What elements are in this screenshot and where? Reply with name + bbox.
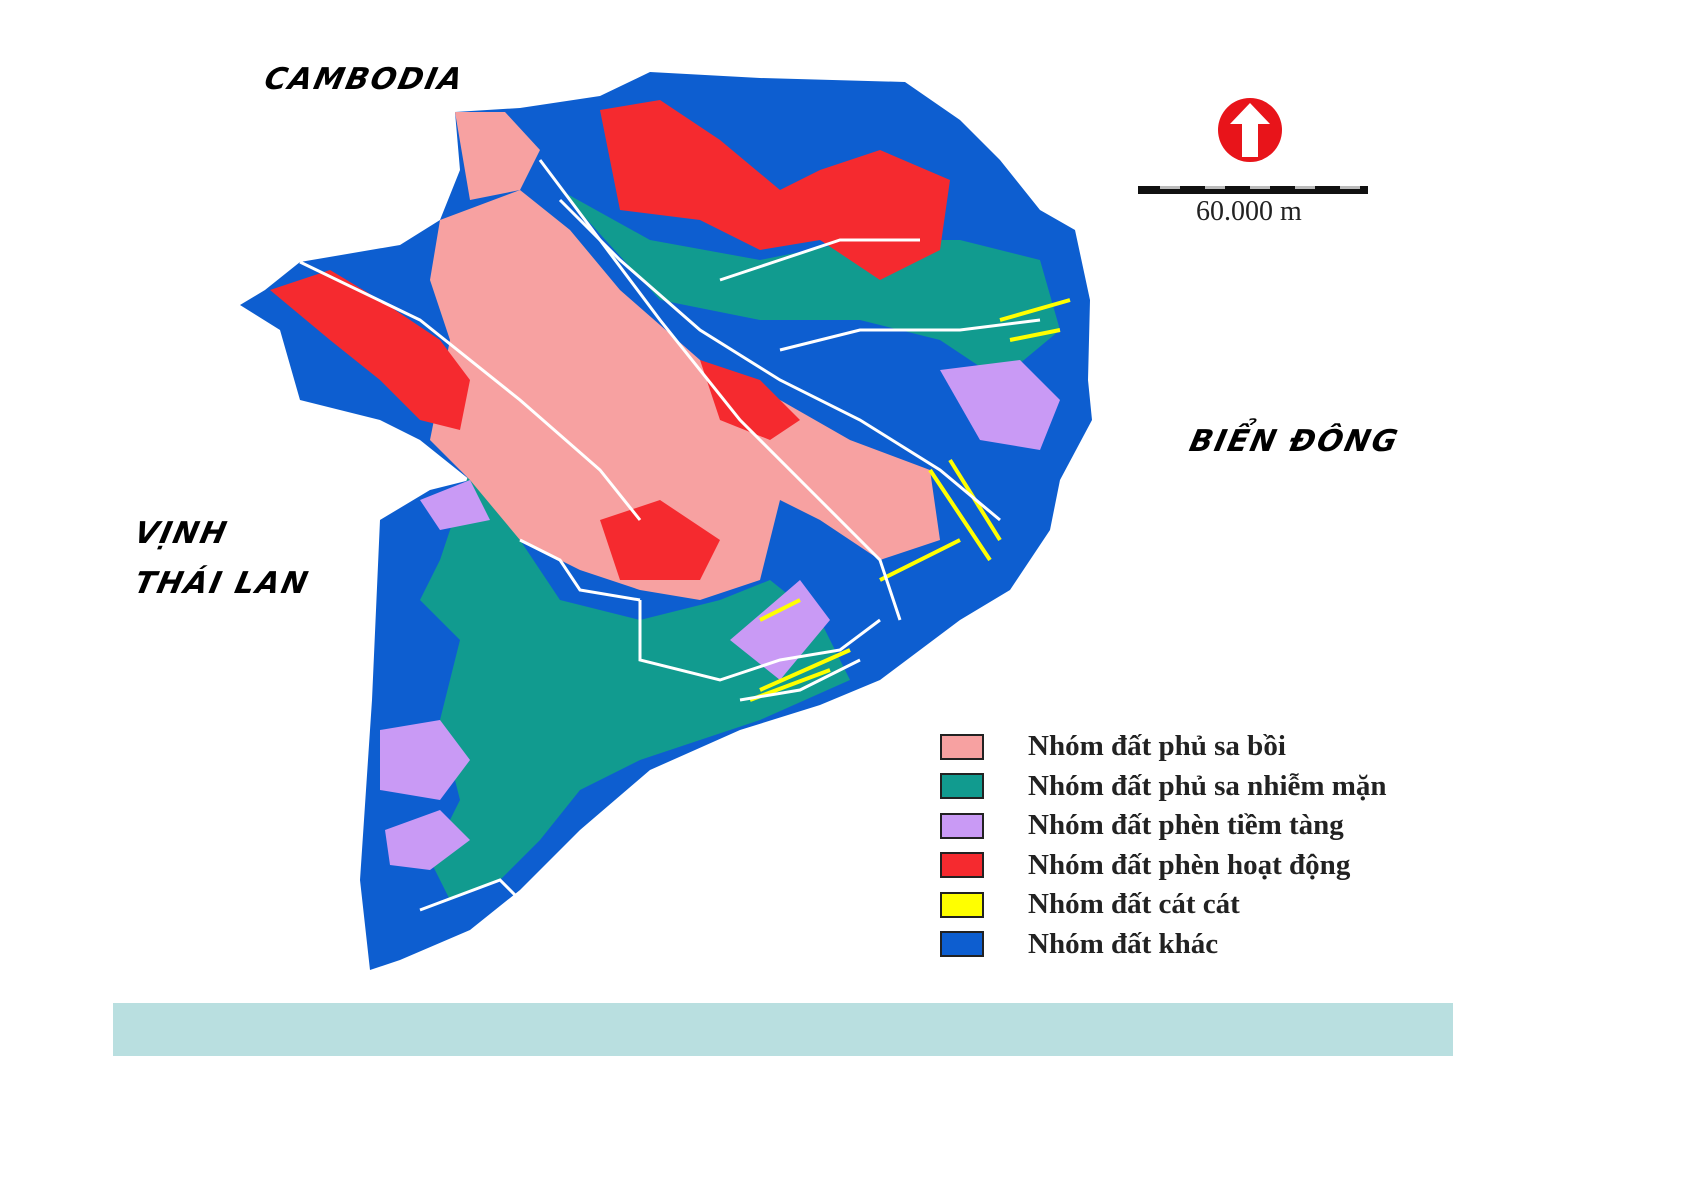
legend-swatch <box>940 931 984 958</box>
map-region-potential-acid-s <box>730 580 830 680</box>
bottom-bar <box>113 1003 1453 1056</box>
legend-label: Nhóm đất phủ sa bồi <box>1028 730 1286 763</box>
map-region-potential-acid-w <box>420 480 490 530</box>
map-region-alluvial <box>430 190 940 600</box>
legend-swatch <box>940 852 984 879</box>
legend-label: Nhóm đất phèn hoạt động <box>1028 848 1351 881</box>
legend-item: Nhóm đất cát cát <box>940 885 1387 925</box>
legend-item: Nhóm đất phèn hoạt động <box>940 846 1387 886</box>
label-thai-lan: THÁI LAN <box>131 566 313 601</box>
scale-label: 60.000 m <box>1196 196 1302 227</box>
map-region-active-acid-center <box>700 360 800 440</box>
map-region-active-acid-west <box>270 270 470 430</box>
legend-item: Nhóm đất phủ sa nhiễm mặn <box>940 767 1387 807</box>
map-region-active-acid <box>600 100 950 280</box>
map-region-active-acid-south <box>600 500 720 580</box>
map-region-potential-acid-sw <box>380 720 470 800</box>
legend-label: Nhóm đất phèn tiềm tàng <box>1028 809 1344 842</box>
legend-label: Nhóm đất phủ sa nhiễm mặn <box>1028 769 1387 802</box>
map-region-saline-alluvial-north <box>560 190 1060 380</box>
map-region-potential-acid-e <box>940 360 1060 450</box>
map-region-potential-acid-sw2 <box>385 810 470 870</box>
map-region-alluvial-tip <box>455 112 540 200</box>
legend-swatch <box>940 773 984 800</box>
legend-label: Nhóm đất cát cát <box>1028 888 1240 921</box>
map-region-saline-alluvial <box>420 470 850 900</box>
label-bien-dong: BIỂN ĐÔNG <box>1186 424 1403 459</box>
legend-label: Nhóm đất khác <box>1028 927 1219 960</box>
scale-bar <box>1138 186 1368 194</box>
north-arrow-icon <box>1218 98 1282 162</box>
map-boundaries <box>299 159 1041 912</box>
legend: Nhóm đất phủ sa bồi Nhóm đất phủ sa nhiễ… <box>940 727 1387 964</box>
label-vinh: VỊNH <box>131 516 232 551</box>
legend-item: Nhóm đất phủ sa bồi <box>940 727 1387 767</box>
legend-swatch <box>940 891 984 918</box>
legend-swatch <box>940 812 984 839</box>
legend-swatch <box>940 733 984 760</box>
label-cambodia: CAMBODIA <box>261 62 468 97</box>
legend-item: Nhóm đất khác <box>940 925 1387 965</box>
legend-item: Nhóm đất phèn tiềm tàng <box>940 806 1387 846</box>
